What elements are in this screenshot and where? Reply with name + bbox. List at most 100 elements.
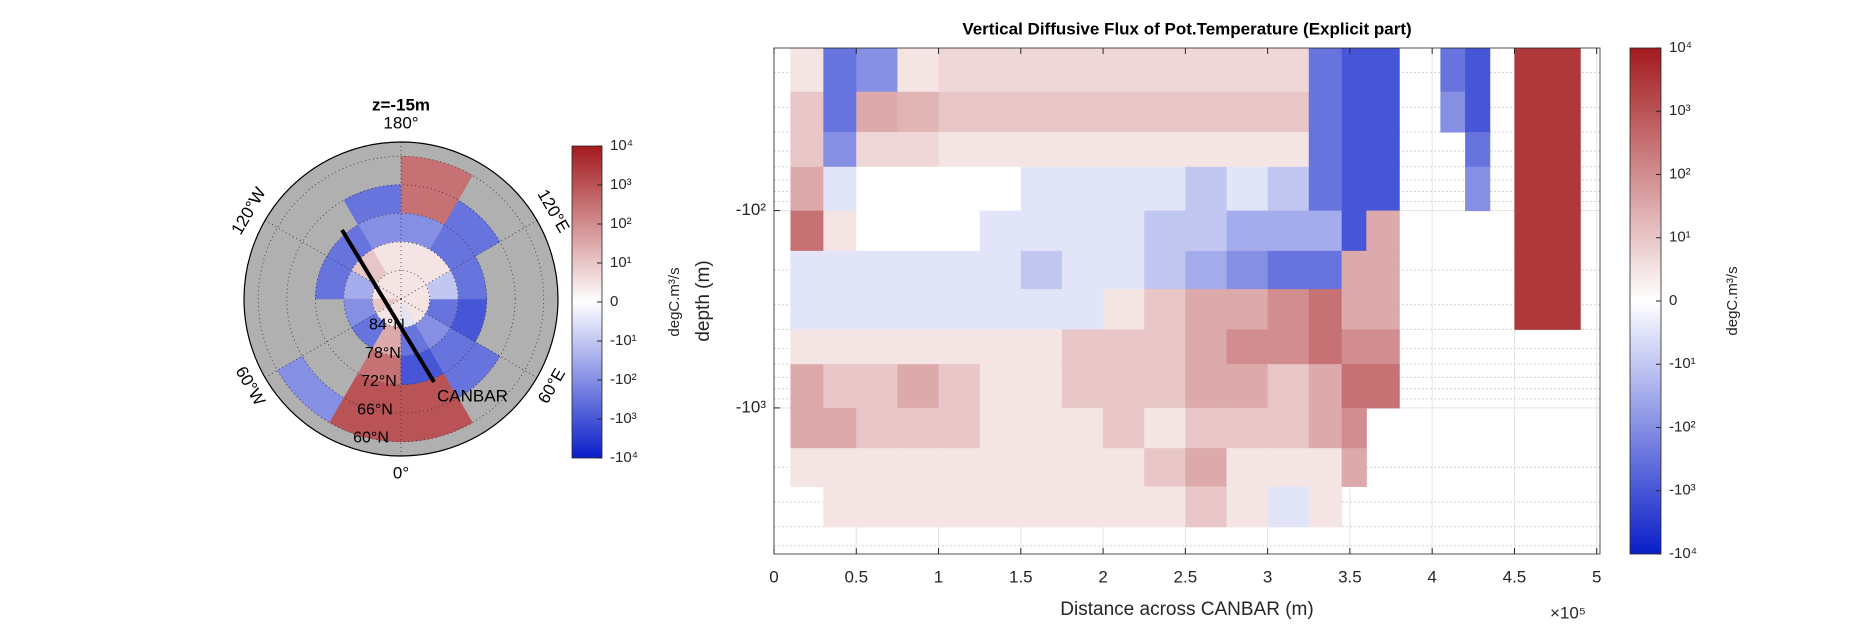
chart-title: Vertical Diffusive Flux of Pot.Temperatu… xyxy=(962,19,1411,38)
heatmap-cell xyxy=(823,132,857,168)
heatmap-cell xyxy=(1020,407,1063,449)
heatmap-cell xyxy=(897,48,940,93)
heatmap-cell xyxy=(1341,132,1367,168)
heatmap-cell xyxy=(1267,329,1310,365)
transect xyxy=(340,228,436,384)
y-tick-label: -10² xyxy=(736,200,767,219)
heatmap-cell xyxy=(823,289,857,330)
heatmap-cell xyxy=(1103,91,1145,133)
colorbar-tick-label: -10³ xyxy=(1669,482,1696,499)
x-tick-label: 1.5 xyxy=(1009,567,1033,586)
heatmap-cell xyxy=(1185,91,1227,133)
x-tick-label: 4.5 xyxy=(1503,567,1527,586)
heatmap-cell xyxy=(1308,48,1343,93)
heatmap-cell xyxy=(1308,448,1343,487)
heatmap-cell xyxy=(1366,364,1400,409)
colorbar-tick-label: -10⁴ xyxy=(1669,545,1697,562)
heatmap-cell xyxy=(938,486,981,528)
colorbar-tick-label: 10¹ xyxy=(610,254,632,271)
heatmap-cell xyxy=(1341,329,1367,365)
map-panel: z=-15m84°N78°N72°N66°N60°N180°120°E60°E0… xyxy=(228,95,683,482)
heatmap-cell xyxy=(1185,486,1227,528)
heatmap-cell xyxy=(1061,407,1104,449)
heatmap-cell xyxy=(1144,48,1186,93)
heatmap-cell xyxy=(856,166,898,212)
heatmap-cell xyxy=(1185,48,1227,93)
heatmap-cell xyxy=(1366,289,1400,330)
heatmap-cell xyxy=(1103,329,1145,365)
heatmap-cell xyxy=(1539,289,1581,330)
heatmap-cell xyxy=(979,486,1022,528)
heatmap-cell xyxy=(1267,132,1310,168)
heatmap-cell xyxy=(823,407,857,449)
heatmap-cell xyxy=(938,407,981,449)
heatmap-cell xyxy=(1020,48,1063,93)
lat-label: 78°N xyxy=(365,345,401,362)
heatmap-cell xyxy=(1144,329,1186,365)
x-tick-label: 4 xyxy=(1427,567,1436,586)
heatmap-cell xyxy=(1144,132,1186,168)
heatmap-cell xyxy=(1539,250,1581,290)
heatmap-cell xyxy=(1103,407,1145,449)
heatmap-cell xyxy=(790,210,824,252)
heatmap-cell xyxy=(1366,91,1400,133)
heatmap-cell xyxy=(1144,91,1186,133)
heatmap-cell xyxy=(856,364,898,409)
heatmap-cell xyxy=(1061,48,1104,93)
x-axis-label: Distance across CANBAR (m) xyxy=(1060,599,1313,620)
x-tick-label: 1 xyxy=(934,567,943,586)
heatmap-cell xyxy=(1185,210,1227,252)
heatmap-cell xyxy=(1185,407,1227,449)
plot-frame xyxy=(773,47,1601,555)
heatmap-cell xyxy=(1465,132,1491,168)
heatmap-cell xyxy=(938,91,981,133)
heatmap-cell xyxy=(1341,91,1367,133)
heatmap-cell xyxy=(1061,448,1104,487)
x-exponent-label: ×10⁵ xyxy=(1550,603,1586,622)
heatmap-cell xyxy=(1539,210,1581,252)
heatmap-cell xyxy=(790,250,824,290)
heatmap-cell xyxy=(856,329,898,365)
heatmap-cell xyxy=(1185,329,1227,365)
heatmap-cell xyxy=(979,289,1022,330)
heatmap-cell xyxy=(979,448,1022,487)
heatmap-cell xyxy=(823,210,857,252)
colorbar-tick-label: -10¹ xyxy=(1669,355,1696,372)
heatmap-cell xyxy=(856,448,898,487)
heatmap-cell xyxy=(1020,250,1063,290)
heatmap-cell xyxy=(1308,132,1343,168)
heatmap-cell xyxy=(1267,250,1310,290)
x-tick-label: 0 xyxy=(769,567,778,586)
heatmap-cell xyxy=(1226,210,1269,252)
heatmap-cell xyxy=(1267,407,1310,449)
heatmap-cell xyxy=(1103,448,1145,487)
heatmap-cell xyxy=(1308,329,1343,365)
heatmap-cell xyxy=(790,289,824,330)
heatmap-cell xyxy=(1514,250,1540,290)
heatmap-cell xyxy=(1514,132,1540,168)
heatmap-cell xyxy=(1185,132,1227,168)
colorbar-tick-label: 10³ xyxy=(1669,102,1691,119)
heatmap-cell xyxy=(1020,210,1063,252)
colorbar-tick-label: 10² xyxy=(610,215,632,232)
heatmap-cell xyxy=(1020,329,1063,365)
colorbar-tick-label: 10² xyxy=(1669,165,1691,182)
heatmap-cell xyxy=(856,486,898,528)
lat-label: 72°N xyxy=(361,373,397,390)
colorbar-tick-label: -10⁴ xyxy=(610,449,638,466)
heatmap-cell xyxy=(938,329,981,365)
heatmap-cell xyxy=(1308,250,1343,290)
section-panel: 0 0.5 1 1.5 2 2.5 3 3.5 4 4.5 5 -10² -10³ Vertical Di… xyxy=(693,19,1741,622)
heatmap-cell xyxy=(1308,91,1343,133)
heatmap-cell xyxy=(823,329,857,365)
heatmap-cell xyxy=(1267,166,1310,212)
heatmap-cell xyxy=(790,166,824,212)
y-tick-label: -10³ xyxy=(736,397,767,416)
heatmap-cell xyxy=(1144,289,1186,330)
heatmap-cell xyxy=(1103,250,1145,290)
heatmap-cell xyxy=(1341,210,1367,252)
heatmap-cell xyxy=(1103,48,1145,93)
heatmap-cell xyxy=(897,91,940,133)
heatmap-cell xyxy=(979,329,1022,365)
heatmap-cell xyxy=(1366,250,1400,290)
